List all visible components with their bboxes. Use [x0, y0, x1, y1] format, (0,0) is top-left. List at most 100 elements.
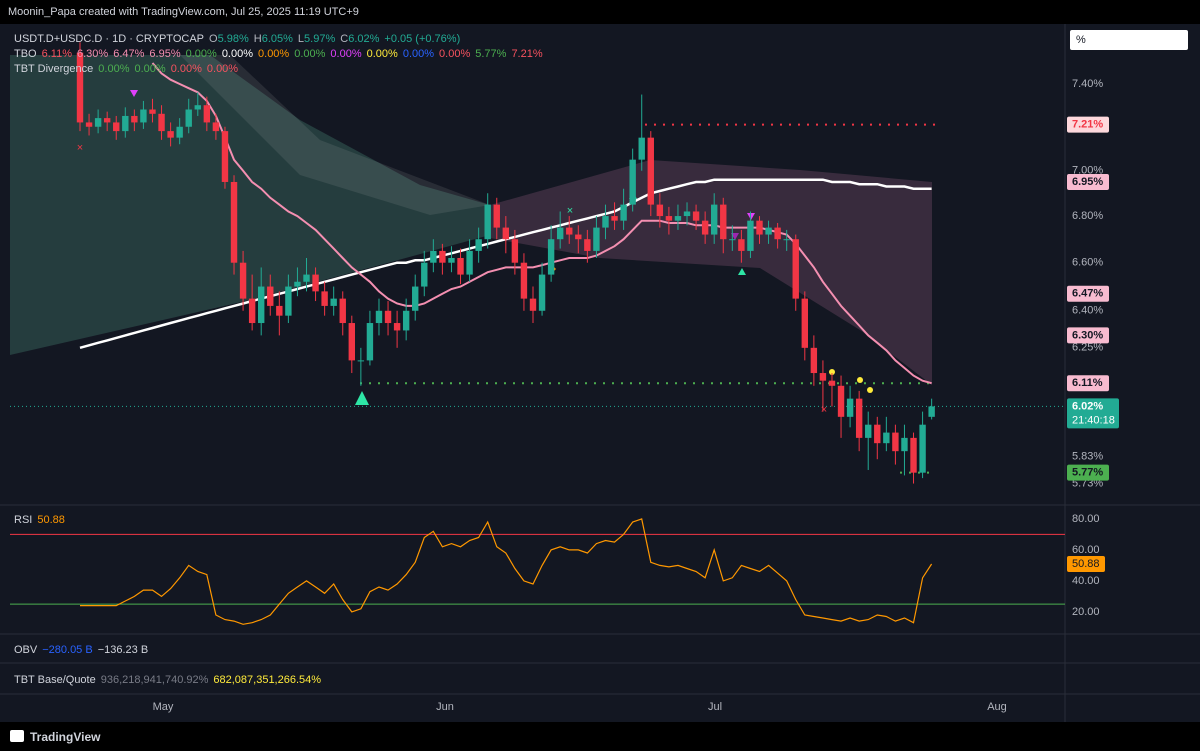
cloud	[490, 160, 932, 385]
x-tick-label: Jun	[436, 701, 454, 713]
x-tick-label: May	[153, 701, 174, 713]
candle-body	[321, 291, 328, 306]
candle-body	[928, 406, 935, 417]
ohlc-key: O	[209, 33, 218, 45]
panel-value: −280.05 B	[42, 644, 93, 656]
indicator-value: 0.00%	[206, 63, 239, 75]
candle-body	[230, 181, 238, 263]
price-tag	[1067, 285, 1109, 302]
candle-body	[258, 286, 265, 324]
y-tick-label: 7.40%	[1072, 78, 1103, 90]
candle-body	[792, 239, 799, 299]
price-tag-label: 7.21%	[1072, 118, 1103, 130]
candle-body	[158, 113, 165, 132]
candle-body	[692, 211, 700, 221]
scale-button[interactable]	[1070, 30, 1188, 50]
signal-up	[738, 268, 746, 275]
candle-body	[892, 432, 899, 452]
candle-body	[620, 204, 627, 221]
signal-dot	[867, 387, 873, 393]
indicator-value: 6.11%	[41, 48, 72, 60]
candle-body	[493, 204, 500, 228]
candle-body	[511, 239, 519, 263]
logo	[10, 730, 24, 742]
candle-body	[801, 298, 808, 348]
panel-legend: OBV −280.05 B −136.23 B	[14, 643, 153, 657]
indicator-value: 0.00%	[439, 48, 471, 60]
countdown: 21:40:18	[1072, 414, 1115, 426]
candle-body	[584, 239, 591, 251]
price-tag	[1067, 327, 1109, 344]
candle-body	[729, 239, 736, 241]
price-tag	[1067, 398, 1119, 429]
credit: Moonin_Papa created with TradingView.com…	[8, 6, 359, 18]
signal-dot	[857, 377, 863, 383]
signal-cross: ×	[77, 142, 83, 154]
signal-dot	[829, 369, 835, 375]
candle-body	[366, 323, 374, 361]
candle-body	[656, 204, 664, 217]
indicator-value: 0.00%	[98, 63, 130, 75]
candle-body	[502, 227, 510, 240]
candle-body	[185, 109, 192, 127]
change: +0.05 (+0.76%)	[384, 33, 461, 45]
candle-body	[837, 385, 845, 417]
rsi-line	[80, 518, 933, 625]
signal-cross: ×	[567, 205, 573, 217]
candle-body	[375, 310, 383, 324]
ohlc-value: 6.02%	[348, 33, 380, 45]
candle-body	[674, 216, 682, 221]
candle-body	[593, 227, 600, 251]
candle-body	[276, 305, 283, 316]
candle-body	[76, 52, 84, 123]
panel-value: 936,218,941,740.92%	[100, 674, 209, 686]
signal-up	[355, 391, 369, 405]
candle-body	[94, 118, 102, 127]
indicator-value: 0.00%	[294, 48, 326, 60]
price-tag	[1067, 173, 1109, 190]
candle-body	[720, 204, 727, 240]
candle-body	[149, 109, 156, 114]
y-tick-label: 5.83%	[1072, 450, 1103, 462]
candle-body	[901, 437, 908, 452]
candle-body	[647, 137, 654, 205]
candle-body	[828, 380, 836, 386]
candle-body	[638, 137, 645, 160]
candle-body	[412, 286, 419, 311]
candle-body	[910, 437, 917, 473]
x-tick-label: Jul	[708, 701, 722, 713]
candle-body	[113, 122, 120, 132]
indicator-name: TBT Divergence	[14, 63, 94, 75]
candle-body	[348, 323, 355, 361]
candle-body	[538, 274, 546, 311]
candle-body	[421, 262, 428, 287]
candle-body	[212, 122, 220, 132]
price-tag	[1067, 116, 1109, 133]
panel-name: OBV	[14, 644, 38, 656]
rsi-tick-label: 20.00	[1072, 606, 1100, 618]
candle-body	[575, 234, 582, 240]
candle-body	[566, 227, 573, 235]
y-tick-label: 7.00%	[1072, 165, 1103, 177]
indicator-value: 6.30%	[77, 48, 109, 60]
rsi-tick-label: 60.00	[1072, 544, 1100, 556]
indicator-value: 0.00%	[258, 48, 290, 60]
candle-body	[466, 250, 473, 275]
plot-area	[10, 42, 1065, 484]
panel-value: −136.23 B	[97, 644, 149, 656]
legend-row: TBT Divergence 0.00% 0.00% 0.00% 0.00%	[14, 62, 243, 76]
indicator-value: 6.47%	[113, 48, 145, 60]
candle-body	[85, 122, 93, 127]
top-bar	[0, 0, 1200, 24]
cloud	[180, 55, 490, 215]
price-tag	[1067, 464, 1109, 481]
ohlc-value: 5.98%	[217, 33, 249, 45]
rsi-tick-label: 40.00	[1072, 575, 1100, 587]
scale-unit[interactable]: %	[1076, 34, 1086, 46]
candle-body	[919, 424, 926, 473]
candle-body	[883, 432, 890, 444]
signal-cross: ×	[821, 404, 827, 416]
candle-body	[475, 239, 482, 251]
candle-body	[520, 262, 528, 299]
